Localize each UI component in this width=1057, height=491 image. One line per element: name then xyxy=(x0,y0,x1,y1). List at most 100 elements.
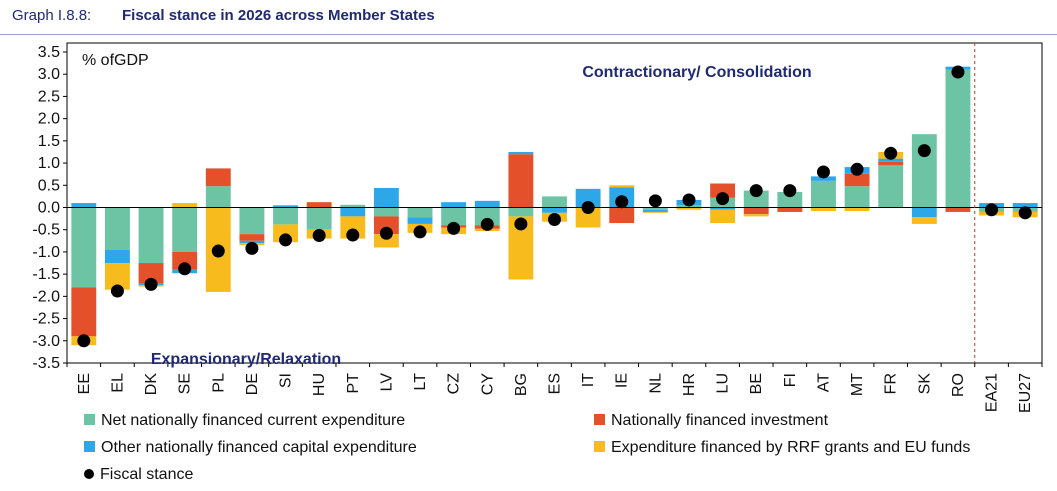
bar-SE-series-3 xyxy=(172,203,198,208)
bar-FI-series-1 xyxy=(777,207,803,212)
bar-LV-series-2 xyxy=(373,187,399,208)
y-tick-label: -1.0 xyxy=(32,244,60,261)
y-tick-label: -1.5 xyxy=(32,266,60,283)
fiscal-stance-point-SE xyxy=(178,262,192,276)
x-tick-label-DE: DE xyxy=(244,373,261,395)
bar-PL-series-1 xyxy=(205,168,231,187)
x-tick-label-MT: MT xyxy=(849,373,866,396)
bar-EE-series-0 xyxy=(71,207,97,288)
legend-item-current-expenditure: Net nationally financed current expendit… xyxy=(84,412,405,430)
bar-LV-series-1 xyxy=(373,216,399,235)
bar-NL-series-0 xyxy=(642,207,668,210)
x-tick-label-LU: LU xyxy=(715,373,732,393)
bar-EE-series-2 xyxy=(71,203,97,208)
fiscal-stance-point-NL xyxy=(648,194,662,208)
bar-BE-series-3 xyxy=(743,214,769,217)
bar-CY-series-0 xyxy=(474,207,500,226)
bar-HU-series-1 xyxy=(306,202,332,208)
bar-DK-series-0 xyxy=(138,207,164,264)
x-tick-label-RO: RO xyxy=(950,373,967,397)
bar-SK-series-2 xyxy=(911,207,937,218)
bar-AT-series-2 xyxy=(811,176,836,181)
bar-CY-series-2 xyxy=(474,200,500,208)
graph-title: Fiscal stance in 2026 across Member Stat… xyxy=(122,7,435,24)
bar-PL-series-0 xyxy=(205,186,231,208)
bar-LT-series-0 xyxy=(407,207,433,218)
bar-ES-series-0 xyxy=(542,196,567,208)
bar-FR-series-2 xyxy=(878,158,904,162)
bar-EU27-series-2 xyxy=(1012,203,1038,208)
bar-BG-series-1 xyxy=(508,154,534,208)
bar-NL-series-2 xyxy=(642,209,668,212)
bar-FR-series-1 xyxy=(878,161,904,166)
bar-BE-series-0 xyxy=(743,190,769,208)
bar-LV-series-0 xyxy=(373,207,399,217)
fiscal-stance-point-DK xyxy=(144,277,158,291)
x-tick-label-FI: FI xyxy=(782,373,799,387)
x-tick-label-HR: HR xyxy=(681,373,698,396)
bar-BG-series-2 xyxy=(508,151,534,155)
legend-label-investment: Nationally financed investment xyxy=(611,412,829,429)
bar-LV-series-3 xyxy=(373,234,399,248)
x-tick-label-SI: SI xyxy=(278,373,295,388)
graph-number: Graph I.8.8: xyxy=(12,7,92,24)
bar-LU-series-1 xyxy=(710,183,736,198)
bar-DK-series-1 xyxy=(138,263,164,284)
y-tick-label: -2.5 xyxy=(32,311,60,328)
bar-PT-series-2 xyxy=(340,207,366,217)
bar-NL-series-3 xyxy=(642,211,668,213)
bar-HU-series-0 xyxy=(306,207,332,230)
legend-label-capital-expenditure: Other nationally financed capital expend… xyxy=(101,439,417,456)
y-tick-label: 0.0 xyxy=(38,200,60,217)
legend-item-investment: Nationally financed investment xyxy=(594,412,828,430)
y-tick-label: -2.0 xyxy=(32,288,60,305)
bar-IE-series-1 xyxy=(609,207,635,224)
fiscal-stance-point-PT xyxy=(346,228,360,242)
fiscal-stance-point-EE xyxy=(77,334,91,348)
x-tick-label-EU27: EU27 xyxy=(1017,373,1034,413)
bar-RO-series-1 xyxy=(945,207,971,212)
fiscal-stance-point-HR xyxy=(682,193,696,207)
annotation-contractionary: Contractionary/ Consolidation xyxy=(582,64,811,81)
bar-SE-series-0 xyxy=(172,207,198,252)
legend-swatch-current-expenditure xyxy=(84,414,95,426)
fiscal-stance-point-BE xyxy=(749,184,763,198)
y-tick-label: 3.0 xyxy=(38,66,60,83)
legend-swatch-investment xyxy=(594,414,605,426)
x-tick-label-NL: NL xyxy=(647,373,664,394)
annotation-expansionary: Expansionary/Relaxation xyxy=(151,351,341,368)
x-tick-label-ES: ES xyxy=(547,373,564,394)
y-tick-label: -3.0 xyxy=(32,333,60,350)
legend-label-fiscal-stance: Fiscal stance xyxy=(100,466,194,483)
bar-BE-series-1 xyxy=(743,207,769,215)
bar-AT-series-0 xyxy=(811,180,836,208)
bar-EL-series-2 xyxy=(104,249,130,264)
fiscal-stance-point-ES xyxy=(548,212,561,226)
fiscal-stance-point-SI xyxy=(279,233,293,247)
x-tick-label-EA21: EA21 xyxy=(984,373,1001,412)
x-tick-label-CZ: CZ xyxy=(446,373,463,395)
bar-DE-series-0 xyxy=(239,207,265,235)
fiscal-stance-point-BG xyxy=(514,217,528,231)
bar-DE-series-1 xyxy=(239,234,265,241)
x-tick-label-LV: LV xyxy=(378,373,395,392)
y-tick-label: 3.5 xyxy=(38,44,60,61)
fiscal-stance-point-EL xyxy=(110,284,124,298)
graph-header: Graph I.8.8: Fiscal stance in 2026 acros… xyxy=(0,0,1057,35)
x-tick-label-SE: SE xyxy=(177,373,194,394)
fiscal-stance-point-EA21 xyxy=(985,203,999,217)
y-tick-label: 0.5 xyxy=(38,177,60,194)
bar-LT-series-2 xyxy=(407,217,433,224)
legend-swatch-rrf-eu-funds xyxy=(594,441,605,453)
bar-SI-series-2 xyxy=(273,205,298,208)
x-tick-label-IT: IT xyxy=(580,373,597,387)
x-tick-label-LT: LT xyxy=(412,373,429,391)
fiscal-stance-point-AT xyxy=(816,165,830,179)
x-tick-label-PL: PL xyxy=(210,373,227,393)
bar-LU-series-3 xyxy=(710,209,736,224)
y-tick-label: -0.5 xyxy=(32,222,60,239)
bar-IT-series-2 xyxy=(575,188,601,208)
bar-RO-series-0 xyxy=(945,69,971,208)
x-tick-label-FR: FR xyxy=(883,373,900,394)
y-tick-label: 1.0 xyxy=(38,155,60,172)
